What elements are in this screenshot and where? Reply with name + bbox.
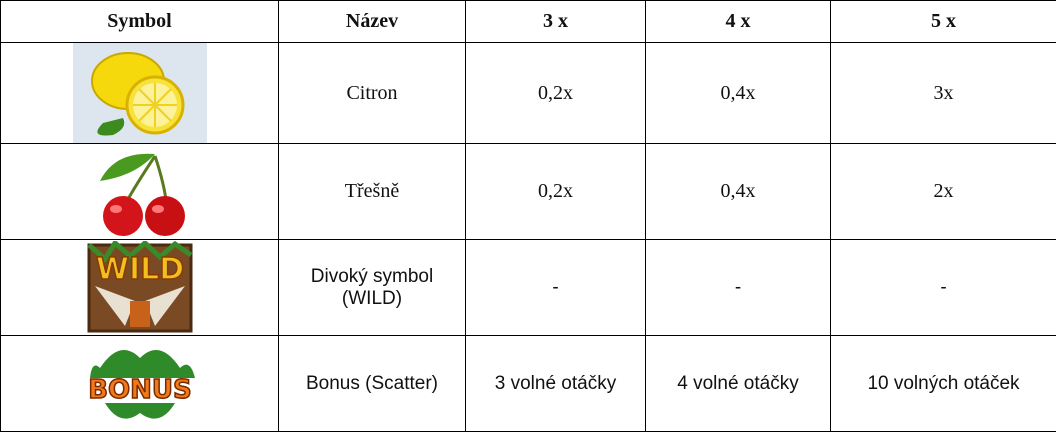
name-cell: Divoký symbol (WILD)	[279, 240, 466, 336]
payout-cell: 0,4x	[646, 144, 831, 240]
payout-cell: -	[831, 240, 1056, 336]
payout-cell: -	[646, 240, 831, 336]
symbol-cell: WILD	[1, 240, 279, 336]
icon-text: BONUS	[88, 375, 192, 405]
symbol-cell	[1, 43, 279, 144]
symbol-cell: BONUS	[1, 336, 279, 432]
name-cell: Bonus (Scatter)	[279, 336, 466, 432]
row: Třešně 0,2x 0,4x 2x	[1, 144, 1056, 240]
name-cell: Citron	[279, 43, 466, 144]
cherry-icon	[85, 146, 195, 238]
payout-cell: 10 volných otáček	[831, 336, 1056, 432]
row: WILD Divoký symbol (WILD) - - -	[1, 240, 1056, 336]
header-cell: 5 x	[831, 1, 1056, 43]
wild-icon: WILD	[85, 241, 195, 335]
row: BONUS Bonus (Scatter) 3 volné otáčky 4 v…	[1, 336, 1056, 432]
header-cell: Symbol	[1, 1, 279, 43]
header-cell: 4 x	[646, 1, 831, 43]
header-cell: Název	[279, 1, 466, 43]
payout-cell: 2x	[831, 144, 1056, 240]
payout-cell: 3 volné otáčky	[466, 336, 646, 432]
payout-cell: 4 volné otáčky	[646, 336, 831, 432]
payout-cell: -	[466, 240, 646, 336]
header-row: Symbol Název 3 x 4 x 5 x	[1, 1, 1056, 43]
symbol-cell	[1, 144, 279, 240]
row: Citron 0,2x 0,4x 3x	[1, 43, 1056, 144]
lemon-icon	[73, 43, 207, 143]
payout-cell: 0,2x	[466, 43, 646, 144]
icon-text: WILD	[95, 252, 183, 287]
payout-cell: 0,2x	[466, 144, 646, 240]
bonus-icon: BONUS	[80, 338, 200, 430]
payout-cell: 0,4x	[646, 43, 831, 144]
payout-cell: 3x	[831, 43, 1056, 144]
header-cell: 3 x	[466, 1, 646, 43]
name-cell: Třešně	[279, 144, 466, 240]
